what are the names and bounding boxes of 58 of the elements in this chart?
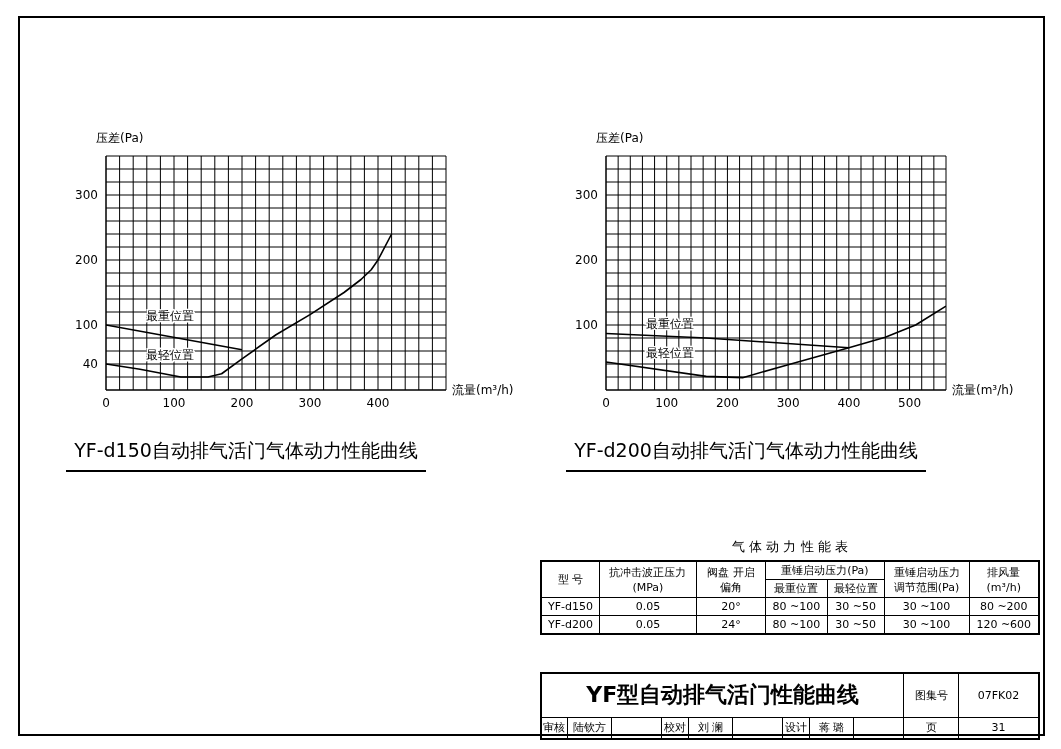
y-tick-label: 200	[75, 253, 98, 268]
y-axis-title: 压差(Pa)	[96, 131, 144, 145]
y-tick-label: 100	[75, 318, 98, 333]
text: 蒋 璐	[809, 717, 854, 739]
text: 刘 澜	[688, 717, 733, 739]
text: 最轻位置	[827, 579, 884, 598]
text: 30 ~100	[884, 597, 969, 616]
text: 07FK02	[958, 673, 1039, 717]
x-tick-label: 200	[230, 395, 254, 410]
y-axis-title: 压差(Pa)	[596, 131, 644, 145]
text: 重锤启动压力(Pa)	[765, 561, 884, 580]
x-tick-label: 400	[366, 395, 390, 410]
text: 20°	[696, 597, 766, 616]
text: YF-d200	[541, 615, 600, 634]
x-axis-title: 流量(m³/h)	[952, 383, 1014, 397]
x-tick-label: 300	[298, 395, 322, 410]
text: 重锤启动压力调节范围(Pa)	[892, 564, 961, 595]
text: 30 ~100	[884, 615, 969, 634]
x-tick-label: 0	[602, 395, 610, 410]
text: 校对	[661, 717, 689, 739]
text: 80 ~100	[765, 615, 828, 634]
text: 最重位置	[765, 579, 828, 598]
text: 31	[958, 717, 1039, 739]
y-tick-label: 300	[575, 188, 598, 203]
x-tick-label: 500	[898, 395, 922, 410]
text: 图集号	[903, 673, 959, 717]
text: 陆钦方	[567, 717, 612, 739]
x-tick-label: 200	[715, 395, 739, 410]
text: 120 ~600	[969, 615, 1039, 634]
text: 页	[903, 717, 959, 739]
text: YF-d150	[541, 597, 600, 616]
text: 0.05	[599, 615, 697, 634]
y-tick-label: 40	[82, 357, 98, 372]
y-tick-label: 200	[575, 253, 598, 268]
text: 审核	[541, 717, 568, 739]
text: 30 ~50	[827, 597, 884, 616]
text: 型 号	[541, 561, 600, 598]
text: YF-d200自动排气活门气体动力性能曲线	[566, 438, 926, 472]
text: 80 ~200	[969, 597, 1039, 616]
text: YF-d150自动排气活门气体动力性能曲线	[66, 438, 426, 472]
x-tick-label: 400	[837, 395, 861, 410]
text: 80 ~100	[765, 597, 828, 616]
text: 抗冲击波正压力(MPa)	[608, 564, 687, 595]
x-axis-title: 流量(m³/h)	[452, 383, 514, 397]
text: 气 体 动 力 性 能 表	[731, 538, 849, 556]
y-tick-label: 300	[75, 188, 98, 203]
text: YF型自动排气活门性能曲线	[541, 673, 904, 717]
x-tick-label: 300	[776, 395, 800, 410]
x-tick-label: 100	[162, 395, 186, 410]
text: 24°	[696, 615, 766, 634]
x-tick-label: 0	[102, 395, 110, 410]
text: 排风量(m³/h)	[985, 564, 1022, 595]
text: 0.05	[599, 597, 697, 616]
text: 阀盘 开启偏角	[706, 564, 756, 595]
x-tick-label: 100	[655, 395, 679, 410]
text: 30 ~50	[827, 615, 884, 634]
text: 设计	[782, 717, 810, 739]
y-tick-label: 100	[575, 318, 598, 333]
